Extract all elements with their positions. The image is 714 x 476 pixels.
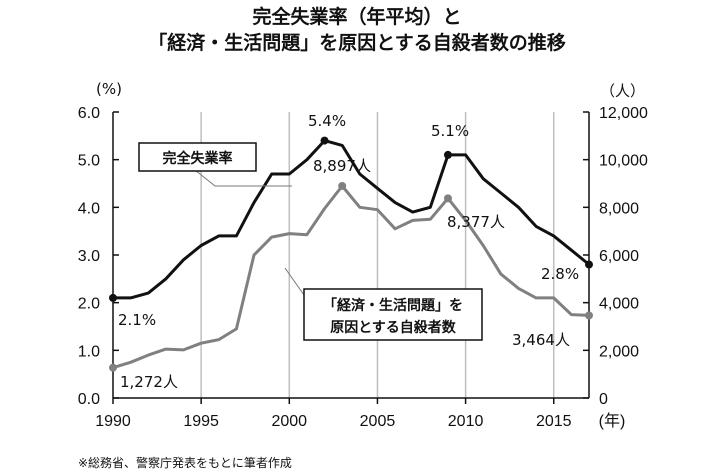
chart-title-line1: 完全失業率（年平均）と — [252, 6, 462, 28]
x-tick-label: 2000 — [271, 413, 307, 430]
x-tick-label: 1990 — [95, 413, 131, 430]
right-tick-label: 12,000 — [599, 105, 648, 122]
suicide-legend-box — [303, 288, 483, 341]
label-8897: 8,897人 — [313, 157, 371, 175]
right-axis-unit: （人） — [600, 82, 646, 100]
left-tick-label: 3.0 — [78, 248, 100, 265]
right-tick-label: 2,000 — [599, 343, 639, 360]
unemployment-point-2002 — [320, 136, 329, 145]
suicide-legend-label-2: 原因とする自殺者数 — [330, 319, 457, 336]
label-3464: 3,464人 — [512, 331, 570, 349]
x-tick-label: 2005 — [360, 413, 396, 430]
label-2.1: 2.1% — [118, 311, 156, 329]
left-tick-label: 2.0 — [78, 296, 100, 313]
label-2.8: 2.8% — [541, 265, 579, 283]
left-axis-unit: (%) — [96, 80, 122, 98]
chart-title-line2: 「経済・生活問題」を原因とする自殺者数の推移 — [148, 32, 566, 54]
unemployment-point-1990 — [109, 293, 117, 302]
unemployment-line — [113, 139, 590, 300]
label-8377: 8,377人 — [447, 213, 505, 231]
right-tick-label: 4,000 — [599, 296, 639, 313]
label-1272: 1,272人 — [120, 373, 178, 391]
suicide-point-2017 — [585, 311, 593, 320]
footnote: ※総務省、警察庁発表をもとに筆者作成 — [78, 456, 292, 470]
left-tick-label: 5.0 — [78, 153, 100, 170]
unemployment-legend-label: 完全失業率 — [163, 150, 233, 167]
left-tick-label: 6.0 — [78, 105, 100, 122]
suicide-point-2009 — [443, 194, 452, 203]
x-tick-label: 1995 — [183, 413, 219, 430]
left-tick-label: 1.0 — [78, 343, 100, 360]
unemployment-point-2017 — [585, 260, 593, 269]
label-5.4: 5.4% — [308, 112, 346, 130]
x-tick-label: 2015 — [536, 413, 572, 430]
right-tick-label: 8,000 — [599, 200, 639, 217]
right-tick-label: 6,000 — [599, 248, 639, 265]
x-tick-label: 2010 — [448, 413, 484, 430]
unemployment-point-2009 — [443, 150, 452, 159]
label-5.1: 5.1% — [431, 122, 469, 140]
right-tick-label: 0 — [599, 391, 608, 408]
suicide-line — [112, 184, 590, 370]
x-axis-unit: (年) — [599, 412, 626, 430]
unemployment-legend-box — [138, 142, 257, 172]
right-tick-label: 10,000 — [599, 153, 648, 170]
suicide-point-1990 — [109, 363, 117, 372]
unemployment-leader — [194, 169, 292, 187]
left-tick-label: 0.0 — [78, 391, 100, 408]
left-tick-label: 4.0 — [78, 200, 100, 217]
suicide-leader — [284, 267, 305, 296]
suicide-point-2003 — [338, 181, 347, 190]
suicide-legend-label-1: 「経済・生活問題」を — [323, 297, 463, 314]
